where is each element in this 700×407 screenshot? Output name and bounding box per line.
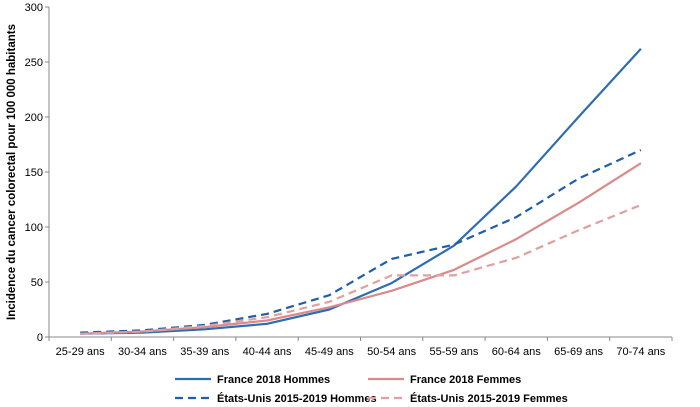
x-tick-label: 50-54 ans [367,346,416,358]
y-tick-label: 250 [25,57,43,69]
x-tick-label: 70-74 ans [616,346,665,358]
y-axis-title: Incidence du cancer colorectal pour 100 … [6,24,18,320]
y-tick-label: 0 [37,332,43,344]
x-tick-label: 25-29 ans [56,346,105,358]
series-line-3 [80,203,642,335]
y-tick-label: 50 [31,277,43,289]
y-tick-label: 100 [25,222,43,234]
y-tick-label: 300 [25,2,43,14]
series-line-2 [80,149,642,334]
y-axis-ticks: 0 50 100 150 200 250 300 [25,2,49,344]
legend-label-3: États-Unis 2015-2019 Femmes [410,392,568,405]
x-tick-label: 55-59 ans [429,346,478,358]
y-tick-label: 150 [25,167,43,179]
series-line-0 [80,48,642,335]
series-line-1 [80,162,642,335]
legend-label-0: France 2018 Hommes [217,374,330,386]
legend-label-2: États-Unis 2015-2019 Hommes [217,392,377,405]
series-lines [80,48,642,335]
y-tick-label: 200 [25,112,43,124]
legend-label-1: France 2018 Femmes [410,374,521,386]
x-tick-label: 35-39 ans [180,346,229,358]
x-axis-ticks: 25-29 ans 30-34 ans 35-39 ans 40-44 ans 45-4… [48,337,673,358]
x-tick-label: 65-69 ans [554,346,603,358]
legend: France 2018 Hommes France 2018 Femmes État… [175,374,568,405]
x-tick-label: 30-34 ans [118,346,167,358]
x-tick-label: 40-44 ans [243,346,292,358]
x-tick-label: 60-64 ans [492,346,541,358]
x-tick-label: 45-49 ans [305,346,354,358]
